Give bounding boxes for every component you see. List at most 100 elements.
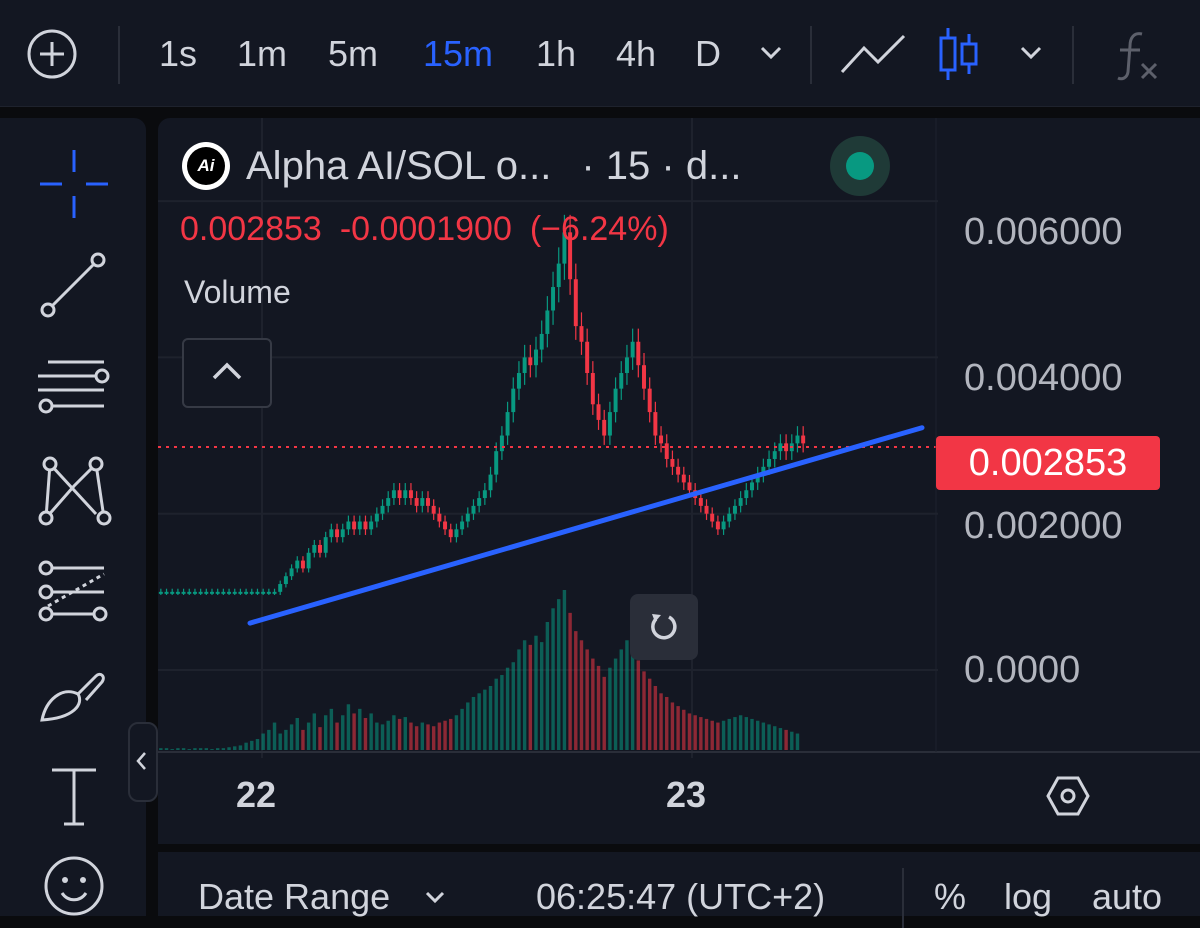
volume-indicator-label[interactable]: Volume [184,274,291,310]
last-price: 0.002853 [180,210,322,248]
candle [244,591,249,594]
volume-bar [187,749,191,750]
trend-line-icon[interactable] [34,246,114,326]
candle [477,498,482,506]
volume-bar [613,658,618,750]
candle [784,443,789,452]
chevron-down-icon[interactable] [422,888,448,908]
candle [505,412,510,436]
price-axis-label: 0.002000 [964,505,1123,547]
volume-bar [477,693,481,750]
candle [306,552,311,569]
candle [420,498,425,506]
price-axis-label: 0.006000 [964,211,1123,253]
volume-bar [551,608,555,750]
timeframe-5m[interactable]: 5m [327,33,378,74]
candle [676,466,681,475]
volume-bar [261,733,265,750]
chart-panel[interactable]: Ai Alpha AI/SOL o... · 15 · d... 0.00285… [158,118,1200,844]
volume-bar [318,727,322,750]
volume-bar [198,748,203,750]
candle [511,388,516,413]
collapse-indicators-button[interactable] [182,338,272,408]
add-circle-icon[interactable] [26,28,78,80]
volume-bar [386,720,390,750]
symbol-name[interactable]: Alpha AI/SOL o... [246,143,552,188]
candle [715,521,720,530]
auto-scale-toggle[interactable]: auto [1092,876,1163,917]
volume-bar [693,715,697,750]
chart-settings-icon[interactable] [1046,774,1090,818]
percent-scale-toggle[interactable]: % [934,876,967,917]
crosshair-icon[interactable] [34,144,114,224]
candle [653,412,658,436]
clock-timezone[interactable]: 06:25:47 (UTC+2) [536,876,826,917]
volume-bar [659,693,663,750]
timeframe-15m[interactable]: 15m [422,33,494,74]
volume-bar [437,722,442,750]
candle [704,505,709,514]
volume-bar [522,640,527,750]
candle [710,513,715,522]
volume-bar [221,748,226,750]
candle [374,513,379,522]
volume-bar [403,717,407,750]
date-range-button[interactable]: Date Range [198,876,391,917]
candle [636,341,641,366]
candle [545,310,550,334]
candle [460,521,465,530]
candle [607,412,612,436]
volume-bar [380,724,385,750]
chevron-down-icon[interactable] [1016,40,1046,66]
volume-bar [250,740,254,750]
candle [613,388,618,413]
reset-chart-button[interactable] [630,594,698,660]
volume-bar [755,720,760,750]
candle [727,513,732,522]
toolbar-divider [118,26,120,84]
chevron-down-icon[interactable] [756,40,786,66]
timeframe-1s[interactable]: 1s [158,33,198,74]
volume-bar [761,722,766,750]
volume-bar [409,722,413,750]
candle [437,513,442,522]
timeframe-d[interactable]: D [695,33,721,74]
candle [369,521,374,530]
emoji-icon[interactable] [34,846,114,926]
candle [568,232,573,280]
price-chart[interactable] [158,118,1200,844]
token-logo: Ai [182,142,230,190]
sidebar-collapse-tab[interactable] [128,722,158,802]
volume-bar [744,717,749,750]
candle [397,490,402,499]
volume-bar [346,704,351,750]
line-chart-icon[interactable] [838,30,908,78]
candle [801,435,806,444]
market-status-indicator[interactable] [830,136,890,196]
candle [619,373,624,389]
candle [391,490,396,499]
candle [272,591,277,594]
log-scale-toggle[interactable]: log [1004,876,1053,917]
volume-bar [289,724,294,750]
text-icon[interactable] [34,756,114,836]
brush-icon[interactable] [34,654,114,734]
volume-bar [329,708,334,750]
status-dot-icon [846,152,874,180]
volume-bar [568,612,572,750]
volume-bar [557,599,561,750]
indicators-fx-icon[interactable] [1112,28,1162,84]
pattern-icon[interactable] [34,450,114,530]
candle [732,505,737,514]
volume-bar [647,678,652,750]
timeframe-4h[interactable]: 4h [615,33,657,74]
volume-bar [471,696,476,750]
candle [562,232,567,264]
volume-bar [630,642,635,750]
fib-retracement-icon[interactable] [34,348,114,428]
timeframe-1h[interactable]: 1h [535,33,577,74]
prediction-icon[interactable] [34,552,114,632]
candlestick-icon[interactable] [934,24,982,84]
timeframe-1m[interactable]: 1m [236,33,287,74]
candle [539,333,544,350]
